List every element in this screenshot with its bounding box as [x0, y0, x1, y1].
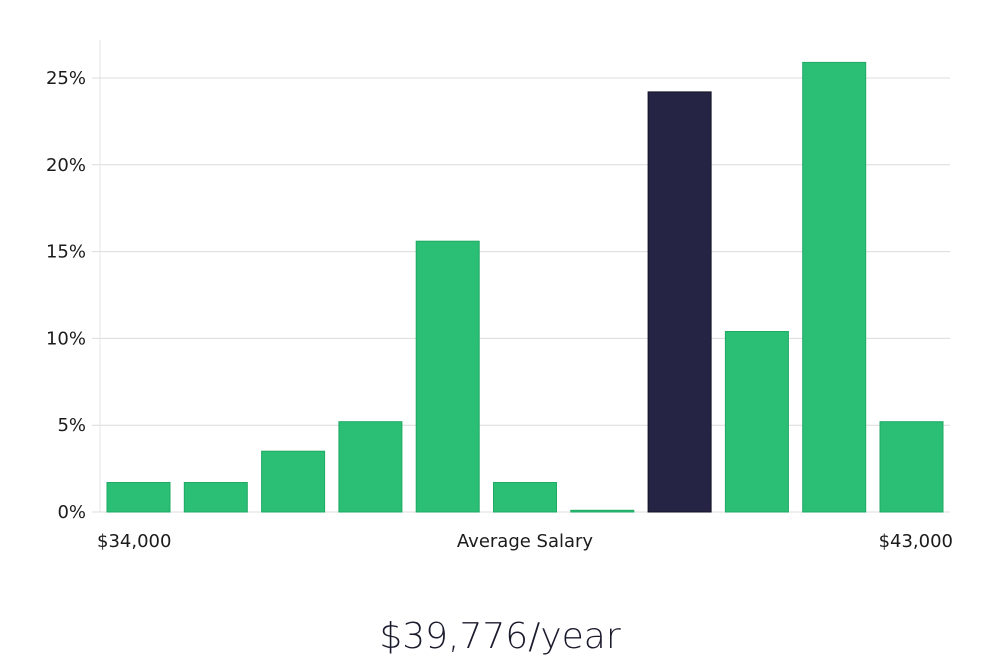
average-salary-headline: $39,776/year	[379, 616, 621, 657]
x-max-label: $43,000	[879, 531, 953, 552]
bar-11	[879, 421, 944, 513]
bar-9	[724, 331, 789, 513]
y-tick-label-20: 20%	[46, 155, 86, 176]
bar-6	[493, 482, 557, 513]
y-tick-label-25: 25%	[46, 68, 86, 89]
bar-10	[802, 61, 867, 513]
bar-7	[570, 509, 635, 513]
y-tick-label-15: 15%	[46, 242, 86, 263]
y-tick-label-0: 0%	[57, 502, 86, 523]
bar-3	[261, 450, 326, 513]
bar-1	[106, 482, 171, 513]
x-axis-labels: $34,000 Average Salary $43,000	[97, 531, 953, 552]
bars	[106, 61, 944, 513]
bar-4	[338, 421, 403, 513]
bar-highlighted	[647, 91, 712, 513]
bar-5	[415, 240, 480, 513]
y-tick-label-10: 10%	[46, 328, 86, 349]
y-tick-label-5: 5%	[57, 415, 86, 436]
bar-2	[183, 482, 248, 513]
x-min-label: $34,000	[97, 531, 171, 552]
y-axis-ticks: 0% 5% 10% 15% 20% 25%	[46, 68, 86, 523]
x-axis-title: Average Salary	[457, 531, 594, 552]
